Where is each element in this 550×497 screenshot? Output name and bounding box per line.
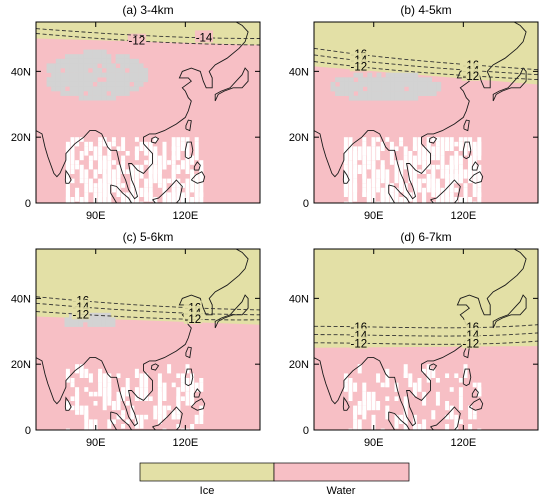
map-panel: -16-16-14-14-12-12(b) 4-5km90E120E020N40… — [289, 3, 539, 222]
contour-line — [314, 47, 538, 71]
map-area: -16-16-14-14-12-12 — [314, 249, 538, 430]
contour-line — [36, 302, 260, 316]
contour-line — [36, 28, 260, 39]
legend: Ice Water — [139, 462, 410, 497]
y-tick-label: 40N — [11, 66, 31, 78]
y-tick-label: 0 — [25, 198, 31, 210]
y-tick-label: 40N — [289, 293, 309, 305]
x-tick-label: 90E — [364, 210, 384, 222]
legend-swatch-ice — [139, 462, 275, 482]
y-tick-label: 0 — [303, 198, 309, 210]
y-tick-label: 20N — [289, 359, 309, 371]
y-tick-label: 0 — [25, 425, 31, 437]
contour-label: -14 — [196, 32, 213, 44]
x-tick-label: 90E — [86, 437, 106, 449]
legend-label-ice: Ice — [200, 485, 215, 497]
contour-line — [36, 311, 260, 321]
map-panel: -16-16-14-14-12-12(c) 5-6km90E120E020N40… — [11, 230, 261, 449]
map-panel: -12 -14 (a) 3-4km 90E 120E 0 20N 40N — [11, 3, 261, 222]
x-tick-label: 90E — [364, 437, 384, 449]
contour-line — [314, 332, 538, 337]
y-tick-label: 20N — [11, 132, 31, 144]
plot-frame — [35, 21, 261, 204]
contour-line — [314, 61, 538, 81]
panel-title: (c) 5-6km — [123, 230, 174, 244]
contour-line — [314, 340, 538, 345]
temperature-contours: -16-16-14-14-12-12 — [36, 293, 260, 326]
panel-title: (d) 6-7km — [400, 230, 451, 244]
mixed-phase-cells — [46, 49, 149, 101]
ice-field — [314, 249, 538, 348]
x-tick-label: 120E — [450, 437, 476, 449]
plot-frame — [313, 248, 539, 431]
mixed-phase-cells — [330, 72, 442, 101]
contour-line — [36, 33, 260, 46]
contour-label: -12 — [72, 309, 89, 321]
legend-label-water: Water — [327, 485, 356, 497]
y-tick-label: 40N — [289, 66, 309, 78]
x-tick-label: 90E — [86, 210, 106, 222]
contour-label: -12 — [128, 36, 145, 48]
coastline — [314, 22, 527, 203]
temperature-contours: -16-16-14-14-12-12 — [314, 46, 538, 83]
y-tick-label: 0 — [303, 425, 309, 437]
map-area: -16-16-14-14-12-12 — [314, 22, 538, 203]
map-area: -16-16-14-14-12-12 — [36, 249, 260, 430]
contour-label: -12 — [184, 314, 201, 326]
temperature-contours: -16-16-14-14-12-12 — [314, 319, 538, 351]
missing-data-cells — [343, 364, 482, 430]
x-tick-label: 120E — [172, 210, 198, 222]
contour-label: -12 — [462, 71, 479, 83]
coastline — [314, 249, 527, 430]
ice-field — [314, 22, 538, 85]
coastline — [36, 22, 249, 203]
contour-label: -12 — [350, 339, 367, 351]
temperature-contours: -12 -14 — [36, 28, 260, 48]
plot-frame — [35, 248, 261, 431]
legend-swatch-water — [273, 462, 410, 482]
contour-label: -12 — [350, 61, 367, 73]
contour-line — [36, 296, 260, 311]
ice-field — [36, 249, 260, 325]
panel-title: (b) 4-5km — [400, 3, 451, 17]
y-tick-label: 40N — [11, 293, 31, 305]
y-tick-label: 20N — [11, 359, 31, 371]
map-area: -12 -14 — [36, 22, 260, 203]
contour-line — [314, 54, 538, 76]
x-tick-label: 120E — [172, 437, 198, 449]
panel-title: (a) 3-4km — [122, 3, 173, 17]
coastline — [36, 249, 249, 430]
missing-data-cells — [343, 137, 482, 203]
contour-label: -12 — [462, 338, 479, 350]
x-tick-label: 120E — [450, 210, 476, 222]
contour-line — [314, 324, 538, 329]
y-tick-label: 20N — [289, 132, 309, 144]
plot-frame — [313, 21, 539, 204]
